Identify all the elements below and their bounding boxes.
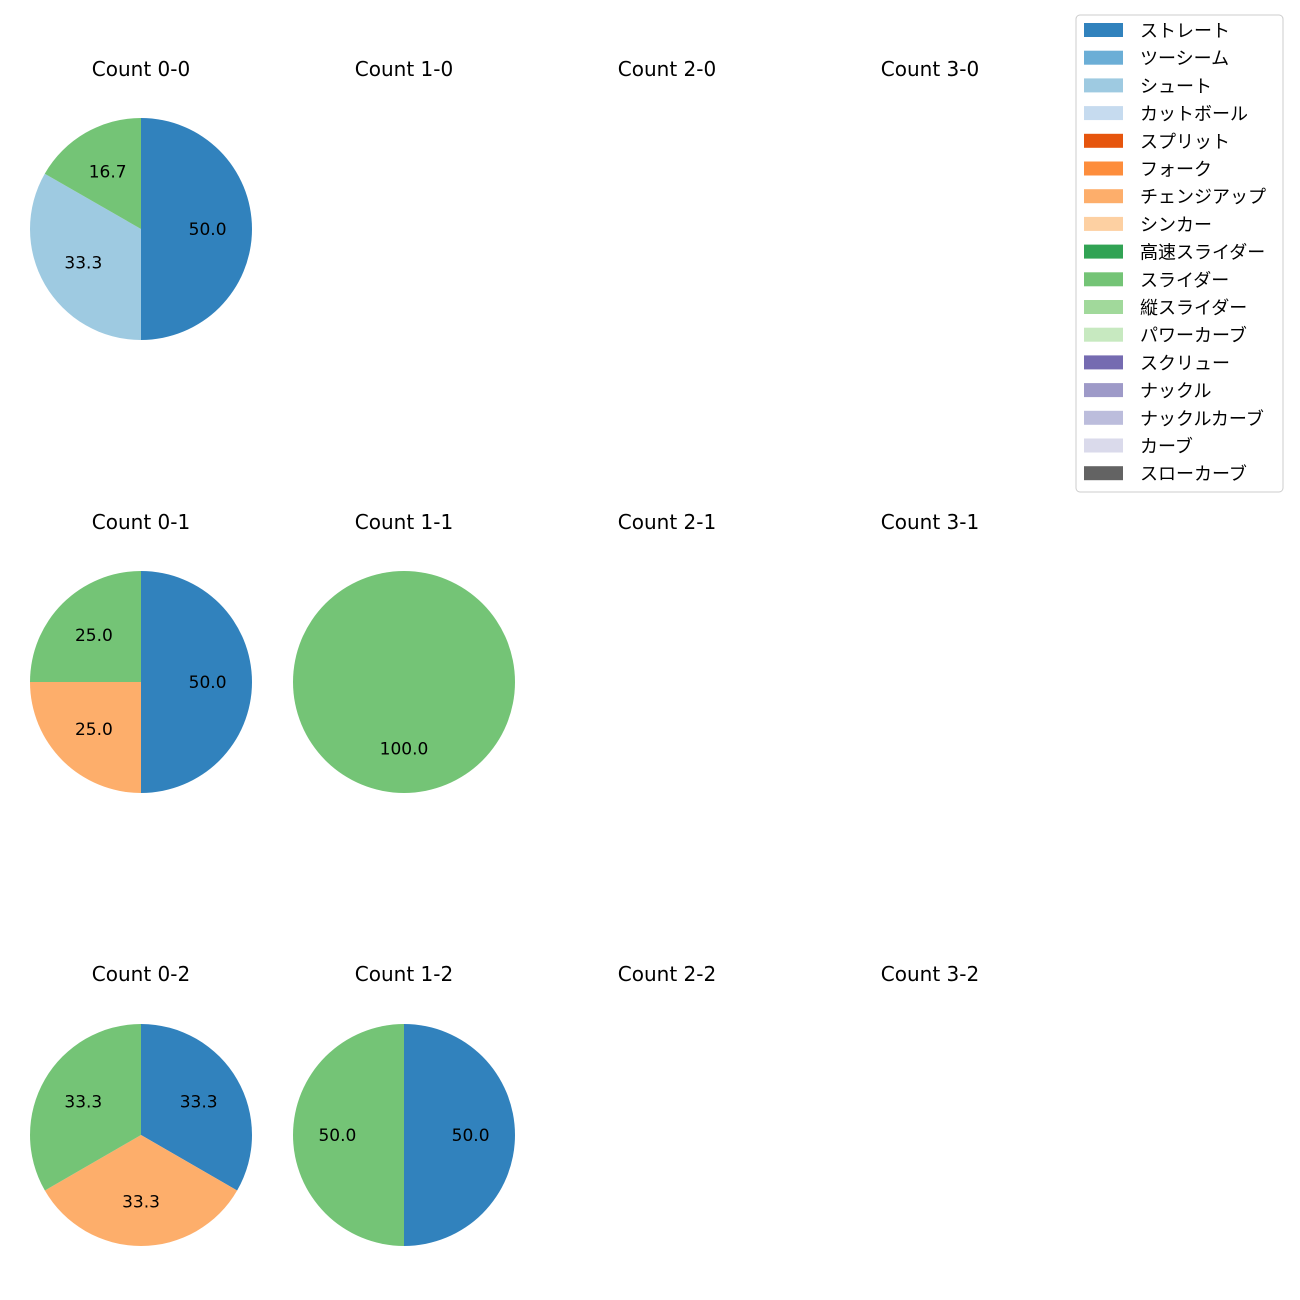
legend-label: フォーク [1140,160,1212,181]
pie-slice [30,173,141,340]
legend-label: 高速スライダー [1140,243,1265,264]
pie-slice [141,118,252,340]
pie-panel: Count 2-0 [618,57,716,81]
legend-label: シュート [1140,76,1212,97]
legend-swatch [1084,106,1123,121]
pie-slice [293,1024,404,1246]
legend-label: ナックルカーブ [1140,408,1264,430]
legend-label: スクリュー [1140,353,1230,374]
legend-label: パワーカーブ [1140,325,1247,347]
legend-swatch [1084,272,1123,287]
legend-swatch [1084,327,1123,342]
legend-label: ナックル [1140,381,1211,402]
legend-swatch [1084,189,1123,204]
slice-label: 16.7 [89,162,127,182]
pie-slice [404,1024,515,1246]
legend-frame [1075,14,1284,493]
panel-title: Count 0-1 [92,510,190,534]
pie-panel: Count 1-2 50.0 50.0 [293,962,515,1246]
panel-title: Count 2-2 [618,962,716,986]
pie-panel: Count 0-1 50.0 25.0 25.0 [30,510,252,793]
slice-label: 50.0 [189,220,227,240]
panel-title: Count 3-1 [881,510,979,534]
slice-label: 50.0 [189,673,227,693]
legend-label: スライダー [1140,270,1229,291]
slice-label: 25.0 [75,626,113,646]
pie-panel: Count 3-2 [881,962,979,986]
pie-slice [30,1024,142,1191]
panel-title: Count 1-2 [355,962,453,986]
pie-slice [44,118,141,229]
pie-panel: Count 3-0 [881,57,979,81]
panel-title: Count 2-0 [618,57,716,81]
slice-label: 25.0 [75,720,113,740]
panel-title: Count 3-2 [881,962,979,986]
pie-panel: Count 0-0 50.0 33.3 16.7 [30,57,252,340]
slice-label: 100.0 [380,740,429,760]
pie-slice [30,682,141,793]
pie-slice [141,571,252,793]
legend-label: スプリット [1140,132,1230,153]
legend-swatch [1084,410,1123,425]
pie-panel: Count 0-2 33.3 33.3 33.3 [30,962,252,1246]
legend: ストレートツーシームシュートカットボールスプリットフォークチェンジアップシンカー… [1075,14,1284,493]
legend-swatch [1084,23,1123,37]
legend-swatch [1084,383,1123,398]
legend-swatch [1084,78,1123,93]
legend-label: ストレート [1140,21,1230,42]
legend-swatch [1084,466,1123,481]
panel-title: Count 0-0 [92,57,190,81]
legend-label: スローカーブ [1140,463,1247,485]
pie-panel: Count 2-2 [618,962,716,986]
legend-label: 縦スライダー [1140,298,1247,319]
slice-label: 50.0 [318,1126,356,1146]
pie-panel: Count 1-0 [355,57,453,81]
legend-swatch [1084,300,1123,314]
pie-slice [141,1024,252,1191]
legend-swatch [1084,161,1123,176]
slice-label: 50.0 [452,1126,490,1146]
legend-swatch [1084,216,1123,231]
panel-title: Count 1-1 [355,510,453,534]
legend-label: ツーシーム [1140,49,1229,70]
panel-title: Count 3-0 [881,57,979,81]
pie-panel: Count 1-1 100.0 [293,510,515,793]
legend-swatch [1084,50,1123,65]
legend-swatch [1084,355,1123,370]
legend-swatch [1084,244,1123,259]
pie-panel: Count 2-1 [618,510,716,534]
pie-panel: Count 3-1 [881,510,979,534]
legend-label: カットボール [1140,104,1248,125]
pie-slice [30,571,141,682]
slice-label: 33.3 [180,1093,218,1113]
legend-label: シンカー [1140,215,1212,236]
panel-title: Count 1-0 [355,57,453,81]
legend-swatch [1084,438,1123,453]
slice-label: 33.3 [122,1193,160,1213]
pie-slice [293,571,515,793]
slice-label: 33.3 [64,253,102,273]
legend-label: チェンジアップ [1140,187,1266,208]
pie-panels: Count 0-0 50.0 33.3 16.7 Count 1-0 Count 2-0 C… [30,57,979,1246]
legend-swatch [1084,133,1123,148]
panel-title: Count 0-2 [92,962,190,986]
legend-label: カーブ [1140,436,1193,458]
slice-label: 33.3 [64,1093,102,1113]
panel-title: Count 2-1 [618,510,716,534]
